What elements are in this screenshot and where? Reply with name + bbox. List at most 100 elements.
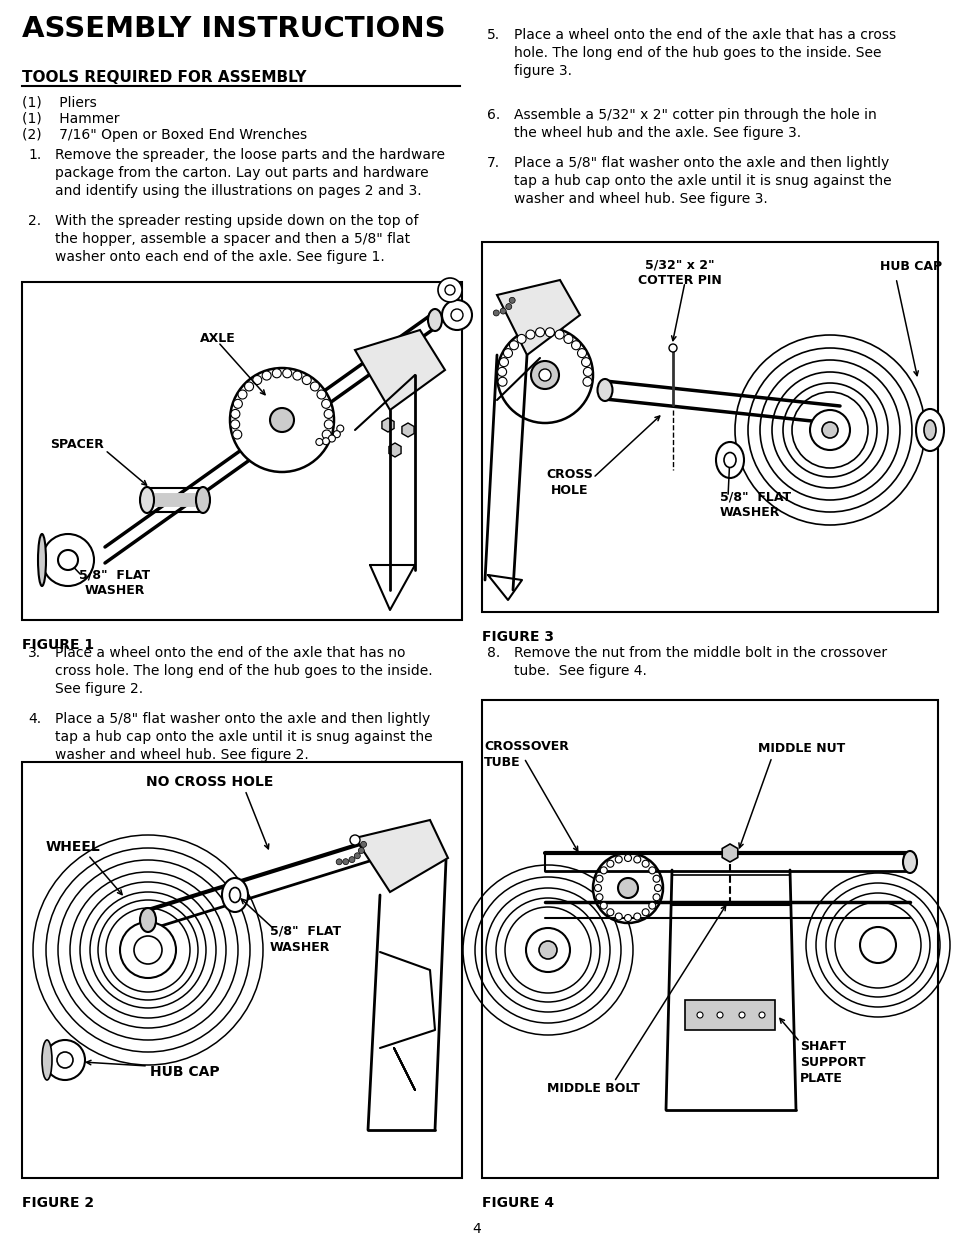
Text: HUB CAP: HUB CAP xyxy=(879,261,942,273)
Circle shape xyxy=(253,375,261,384)
Bar xyxy=(481,700,937,1178)
Circle shape xyxy=(45,1040,85,1079)
Circle shape xyxy=(624,855,631,862)
Circle shape xyxy=(293,370,301,380)
Circle shape xyxy=(555,330,563,340)
Circle shape xyxy=(328,435,335,442)
Circle shape xyxy=(596,894,602,900)
Circle shape xyxy=(272,369,281,378)
Circle shape xyxy=(538,369,551,382)
Circle shape xyxy=(505,304,511,310)
Circle shape xyxy=(322,437,329,445)
Circle shape xyxy=(653,876,659,882)
Ellipse shape xyxy=(38,534,46,585)
Circle shape xyxy=(282,369,292,378)
Ellipse shape xyxy=(42,1040,52,1079)
Circle shape xyxy=(509,341,517,350)
Circle shape xyxy=(653,894,659,900)
Text: 1.: 1. xyxy=(28,148,41,162)
Text: (1)    Pliers: (1) Pliers xyxy=(22,96,96,110)
Text: MIDDLE BOLT: MIDDLE BOLT xyxy=(546,1082,639,1095)
Circle shape xyxy=(349,857,355,862)
Circle shape xyxy=(493,310,498,316)
Circle shape xyxy=(599,867,607,874)
Circle shape xyxy=(497,327,593,424)
Ellipse shape xyxy=(140,908,156,932)
Circle shape xyxy=(321,399,331,409)
Circle shape xyxy=(599,902,607,909)
Circle shape xyxy=(237,390,247,399)
Ellipse shape xyxy=(195,487,210,513)
Circle shape xyxy=(531,361,558,389)
Text: 5/8"  FLAT
WASHER: 5/8" FLAT WASHER xyxy=(720,490,790,519)
Ellipse shape xyxy=(915,409,943,451)
Text: FIGURE 3: FIGURE 3 xyxy=(481,630,554,643)
Circle shape xyxy=(859,927,895,963)
Circle shape xyxy=(641,909,648,916)
Circle shape xyxy=(593,853,662,923)
Circle shape xyxy=(58,550,78,571)
Polygon shape xyxy=(684,1000,774,1030)
Text: (1)    Hammer: (1) Hammer xyxy=(22,112,119,126)
Circle shape xyxy=(233,399,242,409)
Circle shape xyxy=(615,856,621,863)
Circle shape xyxy=(577,348,586,358)
Text: AXLE: AXLE xyxy=(200,332,235,345)
Text: CROSSOVER
TUBE: CROSSOVER TUBE xyxy=(483,740,568,769)
Circle shape xyxy=(594,884,601,892)
Text: CROSS
HOLE: CROSS HOLE xyxy=(546,468,593,496)
Circle shape xyxy=(444,285,455,295)
Circle shape xyxy=(606,909,613,916)
Circle shape xyxy=(302,375,311,384)
Text: 8.: 8. xyxy=(486,646,499,659)
Polygon shape xyxy=(355,330,444,410)
Circle shape xyxy=(230,368,334,472)
Circle shape xyxy=(231,410,239,419)
Circle shape xyxy=(809,410,849,450)
Text: 5/32" x 2"
COTTER PIN: 5/32" x 2" COTTER PIN xyxy=(638,258,721,287)
Circle shape xyxy=(441,300,472,330)
Text: (2)    7/16" Open or Boxed End Wrenches: (2) 7/16" Open or Boxed End Wrenches xyxy=(22,128,307,142)
Circle shape xyxy=(654,884,660,892)
Text: 5.: 5. xyxy=(486,28,499,42)
Circle shape xyxy=(324,410,333,419)
Circle shape xyxy=(571,341,580,350)
Text: Remove the nut from the middle bolt in the crossover
tube.  See figure 4.: Remove the nut from the middle bolt in t… xyxy=(514,646,886,678)
Circle shape xyxy=(324,420,333,429)
Circle shape xyxy=(606,861,613,867)
Text: TOOLS REQUIRED FOR ASSEMBLY: TOOLS REQUIRED FOR ASSEMBLY xyxy=(22,70,306,85)
Text: 5/8"  FLAT
WASHER: 5/8" FLAT WASHER xyxy=(270,925,341,953)
Circle shape xyxy=(120,923,175,978)
Circle shape xyxy=(538,941,557,960)
Circle shape xyxy=(648,867,655,874)
Circle shape xyxy=(270,408,294,432)
Circle shape xyxy=(517,335,525,343)
Text: NO CROSS HOLE: NO CROSS HOLE xyxy=(146,776,274,789)
Ellipse shape xyxy=(723,452,735,468)
Circle shape xyxy=(615,913,621,920)
Circle shape xyxy=(668,345,677,352)
Circle shape xyxy=(717,1011,722,1018)
Text: FIGURE 4: FIGURE 4 xyxy=(481,1195,554,1210)
Bar xyxy=(22,282,461,620)
Text: 4.: 4. xyxy=(28,713,41,726)
Circle shape xyxy=(133,936,162,965)
Ellipse shape xyxy=(902,851,916,873)
Text: FIGURE 1: FIGURE 1 xyxy=(22,638,94,652)
Text: ASSEMBLY INSTRUCTIONS: ASSEMBLY INSTRUCTIONS xyxy=(22,15,445,43)
Circle shape xyxy=(624,914,631,921)
Circle shape xyxy=(582,377,592,387)
Polygon shape xyxy=(355,820,448,892)
Circle shape xyxy=(336,425,343,432)
Circle shape xyxy=(499,358,508,367)
Ellipse shape xyxy=(923,420,935,440)
Text: MIDDLE NUT: MIDDLE NUT xyxy=(758,742,844,755)
Circle shape xyxy=(633,856,640,863)
Circle shape xyxy=(333,431,340,437)
Circle shape xyxy=(503,348,512,358)
Ellipse shape xyxy=(716,442,743,478)
Text: Place a wheel onto the end of the axle that has a cross
hole. The long end of th: Place a wheel onto the end of the axle t… xyxy=(514,28,895,78)
Circle shape xyxy=(618,878,638,898)
Ellipse shape xyxy=(140,487,153,513)
Circle shape xyxy=(316,390,326,399)
